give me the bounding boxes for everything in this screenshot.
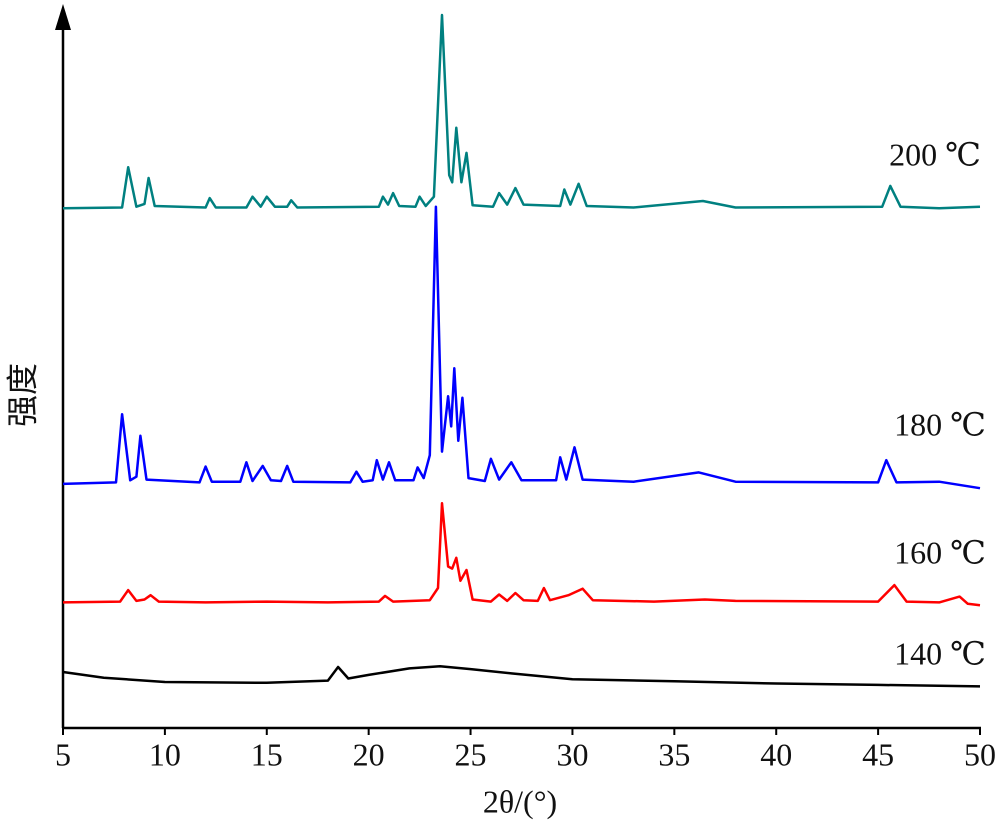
y-axis-arrow	[55, 4, 71, 30]
series-line	[62, 502, 981, 607]
series-line	[62, 665, 981, 688]
series-line	[62, 205, 981, 490]
series-label: 180 ℃	[894, 406, 986, 442]
x-tick-label: 45	[862, 736, 894, 772]
series-line	[62, 13, 981, 210]
x-tick-label: 20	[353, 736, 385, 772]
x-tick-label: 15	[251, 736, 283, 772]
x-tick-label: 35	[658, 736, 690, 772]
x-tick-label: 5	[55, 736, 71, 772]
y-axis-label: 强度	[4, 363, 40, 427]
x-tick-label: 30	[556, 736, 588, 772]
x-tick-label: 10	[149, 736, 181, 772]
series-label: 140 ℃	[894, 635, 986, 671]
x-axis-label: 2θ/(°)	[483, 783, 557, 819]
x-tick-label: 50	[964, 736, 996, 772]
series-label: 160 ℃	[894, 534, 986, 570]
x-tick-label: 40	[760, 736, 792, 772]
series-label: 200 ℃	[889, 136, 981, 172]
x-tick-label: 25	[455, 736, 487, 772]
